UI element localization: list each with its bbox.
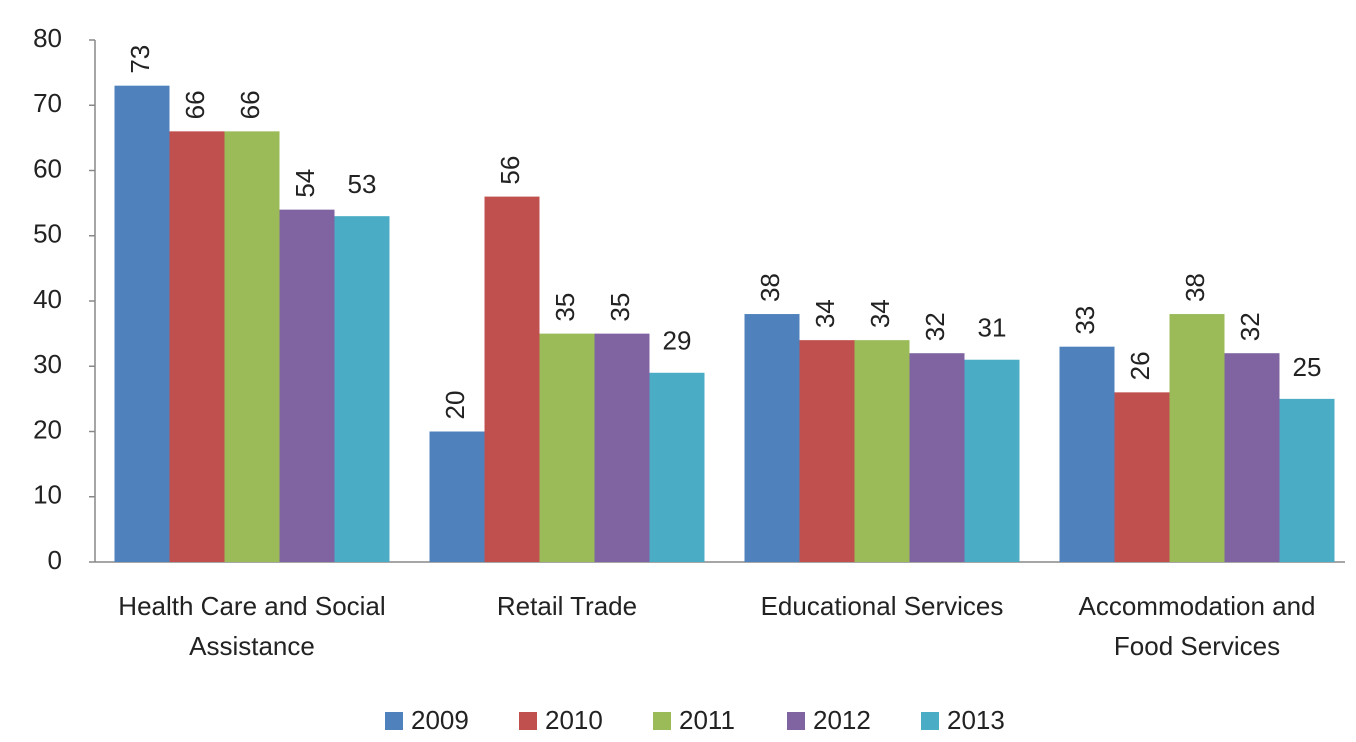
y-tick-label: 70 bbox=[33, 88, 62, 118]
bar bbox=[279, 209, 335, 562]
data-label: 54 bbox=[290, 169, 320, 198]
data-label: 35 bbox=[550, 293, 580, 322]
bar bbox=[539, 333, 595, 562]
legend-label: 2010 bbox=[545, 705, 603, 735]
legend-label: 2009 bbox=[411, 705, 469, 735]
bar bbox=[799, 340, 855, 562]
x-tick-label: Health Care and Social Assistance bbox=[118, 591, 386, 661]
data-label: 32 bbox=[920, 312, 950, 341]
data-label: 34 bbox=[865, 299, 895, 328]
bar bbox=[964, 359, 1020, 562]
x-tick-label: Accommodation and Food Services bbox=[1078, 591, 1316, 661]
data-label: 66 bbox=[180, 90, 210, 119]
legend-swatch bbox=[385, 712, 403, 730]
bar bbox=[594, 333, 650, 562]
data-label: 73 bbox=[125, 45, 155, 74]
x-tick-label: Retail Trade bbox=[496, 591, 638, 621]
y-tick-label: 40 bbox=[33, 284, 62, 314]
legend-swatch bbox=[519, 712, 537, 730]
bar bbox=[649, 372, 705, 562]
bar bbox=[169, 131, 225, 562]
bar bbox=[1279, 398, 1335, 562]
data-label: 25 bbox=[1293, 352, 1322, 382]
y-tick-label: 10 bbox=[33, 480, 62, 510]
bar bbox=[114, 85, 170, 563]
legend-swatch bbox=[921, 712, 939, 730]
y-tick-label: 0 bbox=[48, 545, 62, 575]
legend-swatch bbox=[787, 712, 805, 730]
bar bbox=[1114, 392, 1170, 562]
bar bbox=[224, 131, 280, 562]
data-label: 26 bbox=[1125, 351, 1155, 380]
data-label: 56 bbox=[495, 156, 525, 185]
bar bbox=[484, 196, 540, 562]
legend-label: 2012 bbox=[813, 705, 871, 735]
bar bbox=[909, 353, 965, 562]
data-label: 38 bbox=[755, 273, 785, 302]
legend-swatch bbox=[653, 712, 671, 730]
bar bbox=[744, 314, 800, 562]
x-tick-label: Educational Services bbox=[760, 591, 1004, 621]
data-label: 29 bbox=[663, 326, 692, 356]
bar bbox=[1169, 314, 1225, 562]
bar bbox=[429, 431, 485, 562]
bar bbox=[854, 340, 910, 562]
y-tick-label: 30 bbox=[33, 349, 62, 379]
bar bbox=[1224, 353, 1280, 562]
data-label: 53 bbox=[348, 169, 377, 199]
legend-label: 2013 bbox=[947, 705, 1005, 735]
y-tick-label: 20 bbox=[33, 414, 62, 444]
data-label: 31 bbox=[978, 313, 1007, 343]
y-tick-label: 80 bbox=[33, 23, 62, 53]
y-tick-label: 50 bbox=[33, 219, 62, 249]
bar bbox=[334, 216, 390, 563]
data-label: 38 bbox=[1180, 273, 1210, 302]
data-label: 33 bbox=[1070, 306, 1100, 335]
y-tick-label: 60 bbox=[33, 153, 62, 183]
data-label: 66 bbox=[235, 90, 265, 119]
data-label: 34 bbox=[810, 299, 840, 328]
data-label: 35 bbox=[605, 293, 635, 322]
bar bbox=[1059, 346, 1115, 562]
data-label: 20 bbox=[440, 391, 470, 420]
data-label: 32 bbox=[1235, 312, 1265, 341]
legend-label: 2011 bbox=[679, 705, 735, 735]
